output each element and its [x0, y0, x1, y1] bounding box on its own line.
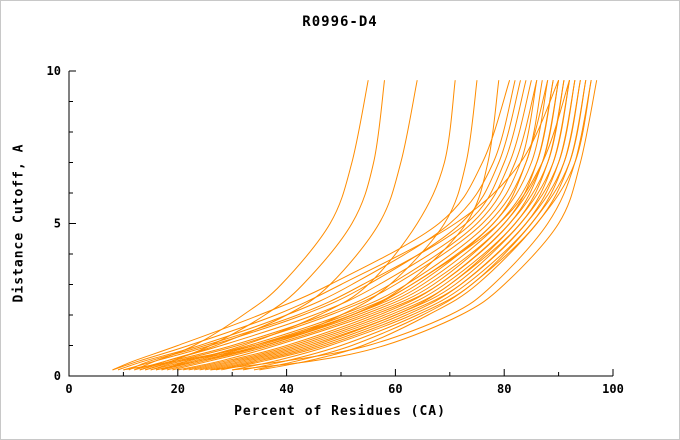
- curves-group: [112, 79, 598, 371]
- model-curve-model-06: [112, 80, 511, 371]
- tick-label: 0: [65, 382, 72, 396]
- model-curve-model-01: [134, 80, 369, 371]
- model-curve-model-27: [232, 80, 581, 371]
- tick-label: 40: [279, 382, 293, 396]
- tick-label: 80: [497, 382, 511, 396]
- model-curve-model-12: [145, 80, 538, 371]
- model-curve-model-10: [134, 80, 532, 371]
- chart-title: R0996-D4: [302, 14, 378, 30]
- tick-label: 100: [602, 382, 624, 396]
- model-curve-model-34: [232, 80, 598, 371]
- model-curve-model-13: [150, 80, 543, 371]
- x-axis-label: Percent of Residues (CA): [234, 404, 446, 419]
- model-curve-model-23: [204, 80, 570, 371]
- model-curve-model-02: [145, 80, 385, 371]
- model-curve-model-32: [112, 79, 560, 371]
- tick-label: 60: [388, 382, 402, 396]
- tick-label: 0: [54, 369, 61, 383]
- model-curve-model-11: [139, 80, 538, 371]
- model-curve-model-14: [155, 80, 549, 371]
- model-curve-model-31: [123, 80, 570, 371]
- model-curve-model-21: [193, 80, 565, 371]
- tick-label: 10: [47, 64, 61, 78]
- model-curve-model-25: [215, 80, 576, 371]
- model-curve-model-07: [117, 80, 516, 371]
- model-curve-model-29: [253, 80, 587, 371]
- model-curve-model-35: [210, 80, 592, 371]
- y-axis-label: Distance Cutoff, A: [11, 143, 27, 303]
- model-curve-model-17: [172, 80, 554, 371]
- model-curve-model-33: [155, 80, 500, 371]
- model-curve-model-09: [128, 80, 527, 371]
- tick-label: 20: [171, 382, 185, 396]
- model-curve-model-03: [139, 80, 418, 371]
- model-curve-model-08: [123, 80, 521, 371]
- tick-label: 5: [54, 217, 61, 231]
